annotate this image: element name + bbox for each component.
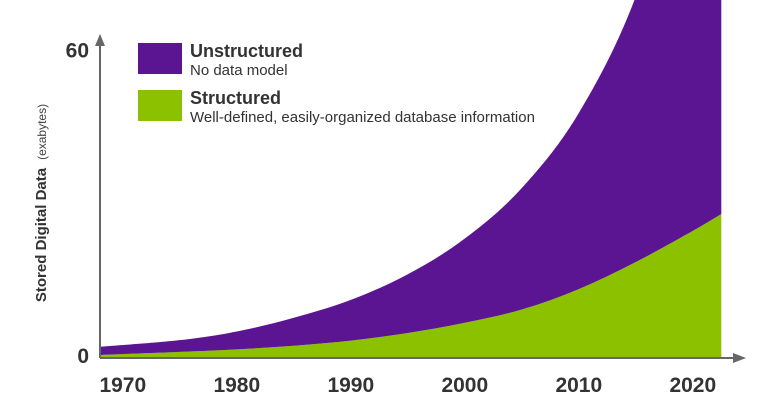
area-structured: [100, 214, 722, 357]
x-tick-label: 1980: [213, 374, 260, 397]
y-tick-label: 0: [77, 345, 89, 368]
y-axis-label: Stored Digital Data (exabytes): [33, 104, 50, 302]
x-tick-label: 2010: [555, 374, 602, 397]
legend-desc-unstructured: No data model: [190, 62, 288, 79]
x-axis-arrow: [733, 353, 746, 363]
x-tick-label: 2000: [441, 374, 488, 397]
y-axis-label-unit: (exabytes): [35, 104, 49, 160]
chart-areas: [100, 0, 722, 357]
legend-swatch-unstructured: [138, 43, 182, 74]
y-axis-label-main: Stored Digital Data: [33, 167, 50, 302]
x-tick-labels: 1970 1980 1990 2000 2010 2020: [99, 374, 716, 397]
y-tick-label: 60: [66, 40, 89, 63]
legend-label-unstructured: Unstructured: [190, 41, 303, 61]
legend-swatch-structured: [138, 90, 182, 121]
legend-label-structured: Structured: [190, 88, 281, 108]
y-axis-arrow: [95, 34, 105, 46]
x-tick-label: 2020: [669, 374, 716, 397]
legend-desc-structured: Well-defined, easily-organized database …: [190, 109, 535, 126]
x-tick-label: 1970: [99, 374, 146, 397]
y-tick-labels: 060120: [66, 40, 89, 368]
area-unstructured: [100, 0, 722, 355]
x-tick-label: 1990: [327, 374, 374, 397]
legend: Unstructured No data model Structured We…: [138, 41, 535, 126]
